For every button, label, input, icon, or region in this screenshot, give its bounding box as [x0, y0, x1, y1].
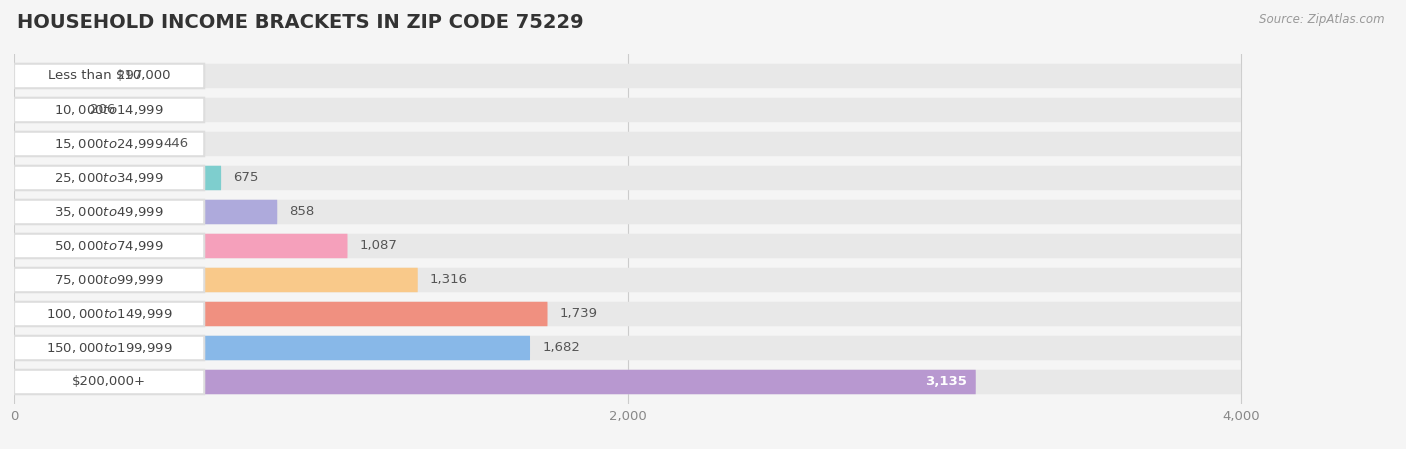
- Text: 858: 858: [290, 206, 315, 219]
- FancyBboxPatch shape: [14, 302, 1241, 326]
- Text: 3,135: 3,135: [925, 375, 966, 388]
- Text: 206: 206: [90, 103, 115, 116]
- Text: $10,000 to $14,999: $10,000 to $14,999: [55, 103, 165, 117]
- Text: $15,000 to $24,999: $15,000 to $24,999: [55, 137, 165, 151]
- FancyBboxPatch shape: [14, 234, 1241, 258]
- FancyBboxPatch shape: [14, 370, 204, 394]
- FancyBboxPatch shape: [14, 166, 204, 190]
- FancyBboxPatch shape: [14, 98, 77, 122]
- FancyBboxPatch shape: [14, 234, 204, 258]
- FancyBboxPatch shape: [14, 336, 204, 360]
- FancyBboxPatch shape: [14, 98, 204, 122]
- Text: $75,000 to $99,999: $75,000 to $99,999: [55, 273, 165, 287]
- Text: 675: 675: [233, 172, 259, 185]
- FancyBboxPatch shape: [14, 64, 204, 88]
- FancyBboxPatch shape: [14, 370, 1241, 394]
- Text: 1,087: 1,087: [360, 239, 398, 252]
- Text: Less than $10,000: Less than $10,000: [48, 70, 170, 83]
- FancyBboxPatch shape: [14, 64, 1241, 88]
- Text: 446: 446: [163, 137, 188, 150]
- FancyBboxPatch shape: [14, 370, 976, 394]
- FancyBboxPatch shape: [14, 200, 1241, 224]
- Text: 297: 297: [118, 70, 143, 83]
- FancyBboxPatch shape: [14, 268, 204, 292]
- Text: $200,000+: $200,000+: [72, 375, 146, 388]
- FancyBboxPatch shape: [14, 336, 1241, 360]
- FancyBboxPatch shape: [14, 166, 221, 190]
- FancyBboxPatch shape: [14, 132, 204, 156]
- FancyBboxPatch shape: [14, 268, 418, 292]
- FancyBboxPatch shape: [14, 132, 1241, 156]
- Text: $35,000 to $49,999: $35,000 to $49,999: [55, 205, 165, 219]
- Text: 1,739: 1,739: [560, 308, 598, 321]
- Text: HOUSEHOLD INCOME BRACKETS IN ZIP CODE 75229: HOUSEHOLD INCOME BRACKETS IN ZIP CODE 75…: [17, 13, 583, 32]
- FancyBboxPatch shape: [14, 132, 150, 156]
- Text: 1,316: 1,316: [430, 273, 468, 286]
- FancyBboxPatch shape: [14, 166, 1241, 190]
- Text: $50,000 to $74,999: $50,000 to $74,999: [55, 239, 165, 253]
- FancyBboxPatch shape: [14, 302, 204, 326]
- Text: Source: ZipAtlas.com: Source: ZipAtlas.com: [1260, 13, 1385, 26]
- FancyBboxPatch shape: [14, 234, 347, 258]
- FancyBboxPatch shape: [14, 200, 204, 224]
- FancyBboxPatch shape: [14, 302, 547, 326]
- FancyBboxPatch shape: [14, 200, 277, 224]
- Text: $100,000 to $149,999: $100,000 to $149,999: [46, 307, 173, 321]
- Text: $25,000 to $34,999: $25,000 to $34,999: [55, 171, 165, 185]
- FancyBboxPatch shape: [14, 336, 530, 360]
- Text: $150,000 to $199,999: $150,000 to $199,999: [46, 341, 173, 355]
- FancyBboxPatch shape: [14, 98, 1241, 122]
- FancyBboxPatch shape: [14, 268, 1241, 292]
- FancyBboxPatch shape: [14, 64, 105, 88]
- Text: 1,682: 1,682: [543, 342, 581, 355]
